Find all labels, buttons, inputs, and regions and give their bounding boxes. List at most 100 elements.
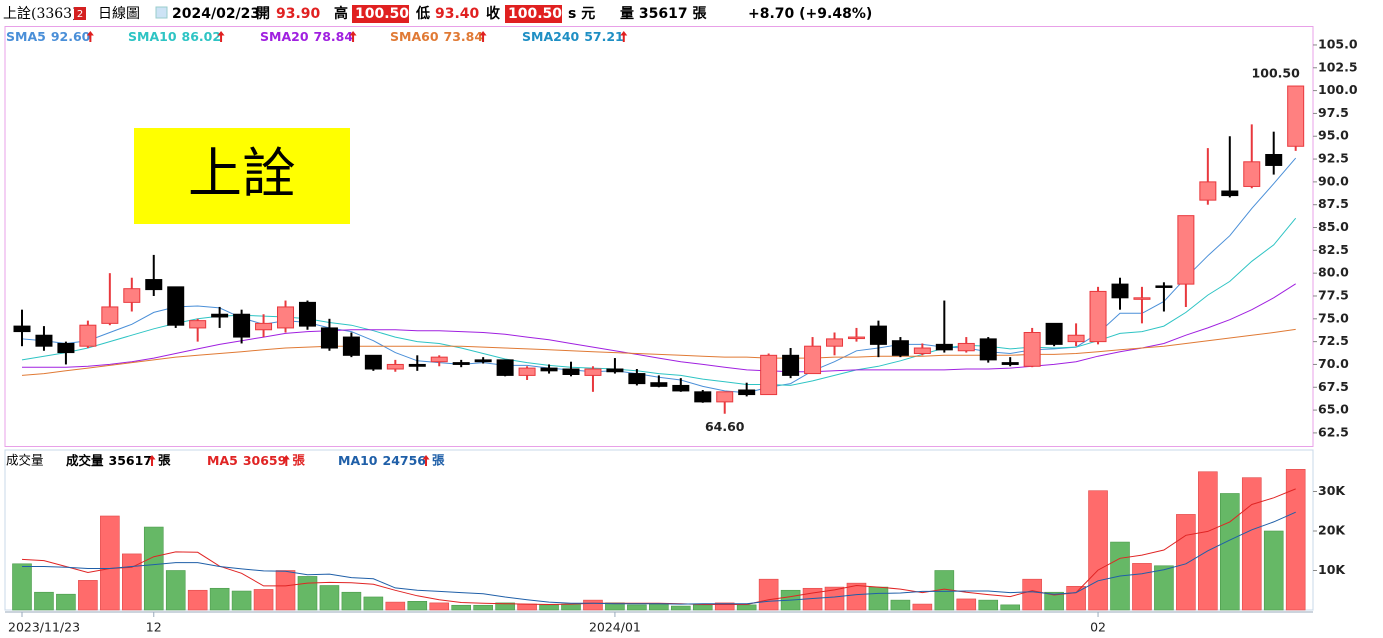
legend-text: 30659 xyxy=(243,453,287,468)
candle-body xyxy=(1067,334,1085,343)
candle-body xyxy=(804,345,822,375)
y-tick-label: 95.0 xyxy=(1318,128,1349,143)
x-tick-label: 2023/11/23 xyxy=(8,620,80,635)
chart-kind[interactable]: 日線圖 xyxy=(98,6,140,22)
y-tick-label: 75.0 xyxy=(1318,310,1349,325)
volume-bar xyxy=(78,580,98,611)
legend-unit: 張 xyxy=(432,453,445,468)
y-tick-label: 72.5 xyxy=(1318,333,1349,348)
legend-text: 35617 xyxy=(109,453,153,468)
volume-ma-line xyxy=(22,511,1296,605)
legend-text: SMA20 xyxy=(260,29,309,44)
y-tick-label: 20K xyxy=(1318,523,1346,538)
volume-bar xyxy=(429,602,450,611)
candle-body xyxy=(364,354,382,370)
checkbox[interactable] xyxy=(155,6,168,19)
volume-bar xyxy=(1044,591,1064,611)
volume-bar xyxy=(649,603,669,611)
candle-body xyxy=(189,320,207,329)
candle-body xyxy=(57,342,75,354)
volume-bar xyxy=(1220,493,1240,611)
candle-body xyxy=(957,342,975,352)
legend-unit: 張 xyxy=(292,453,305,468)
y-tick-label: 62.5 xyxy=(1318,424,1349,439)
change: +8.70 (+9.48%) xyxy=(748,6,872,22)
watermark-box xyxy=(134,128,350,224)
legend-entry: MA5 30659 xyxy=(207,453,286,468)
candle-body xyxy=(430,356,448,363)
legend-text: MA5 xyxy=(207,453,238,468)
volume-bar xyxy=(100,515,120,611)
candle-body xyxy=(123,288,141,303)
candle-body xyxy=(35,334,53,347)
y-tick-label: 85.0 xyxy=(1318,219,1349,234)
legend-text: 73.84 xyxy=(444,29,484,44)
volume-bar xyxy=(319,585,340,611)
volume-bar xyxy=(385,601,406,611)
candle-body xyxy=(1001,362,1019,365)
candle-body xyxy=(474,359,492,363)
volume-bar xyxy=(341,591,362,611)
volume-bar xyxy=(670,605,691,611)
y-tick-label: 65.0 xyxy=(1318,402,1349,417)
candle-body xyxy=(628,373,646,385)
candle-body xyxy=(913,347,931,354)
volume-bar xyxy=(12,563,32,611)
volume-bar xyxy=(165,570,186,611)
candle-body xyxy=(672,384,690,392)
x-tick-label: 2024/01 xyxy=(589,620,641,635)
ma-line xyxy=(22,283,1296,373)
y-tick-label: 80.0 xyxy=(1318,265,1349,280)
candle-body xyxy=(79,324,97,347)
up-arrow xyxy=(422,455,430,466)
y-tick-label: 82.5 xyxy=(1318,242,1349,257)
up-arrow xyxy=(349,31,357,42)
y-tick-label: 97.5 xyxy=(1318,105,1349,120)
candle-body xyxy=(13,325,31,333)
up-arrow xyxy=(282,455,290,466)
y-tick-label: 92.5 xyxy=(1318,151,1349,166)
volume-bar xyxy=(539,604,559,611)
candle-body xyxy=(342,336,360,356)
volume-bar xyxy=(473,604,493,611)
volume-bar xyxy=(1000,604,1021,611)
candle-body xyxy=(167,286,185,326)
volume-bar xyxy=(275,570,296,611)
legend-entry: SMA10 86.02 xyxy=(128,29,221,44)
legend-text: 86.02 xyxy=(182,29,222,44)
candle-body xyxy=(979,338,997,361)
volume-bar xyxy=(824,586,845,611)
y-tick-label: 67.5 xyxy=(1318,379,1349,394)
high-annotation: 100.50 xyxy=(1252,66,1301,81)
volume-bar xyxy=(209,587,230,611)
candle-body xyxy=(386,363,404,370)
volume-bar xyxy=(122,553,142,611)
y-tick-label: 10K xyxy=(1318,562,1346,577)
low-annotation: 64.60 xyxy=(705,419,745,434)
volume-bar xyxy=(561,603,581,611)
candle-body xyxy=(935,343,953,351)
candle-body xyxy=(782,354,800,376)
candle-body xyxy=(408,363,426,367)
x-tick-label: 12 xyxy=(146,620,162,635)
volume-bar xyxy=(1132,563,1152,611)
volume-bar xyxy=(1066,585,1086,611)
volume-bar xyxy=(956,598,977,611)
candle-body xyxy=(1199,181,1217,201)
candle-body xyxy=(233,313,251,338)
y-tick-label: 87.5 xyxy=(1318,196,1349,211)
up-arrow xyxy=(479,31,487,42)
close: 100.50 xyxy=(508,6,562,22)
volume-bar xyxy=(253,589,274,611)
badge: 2 xyxy=(77,9,83,20)
y-tick-label: 105.0 xyxy=(1318,36,1358,51)
y-tick-label: 77.5 xyxy=(1318,287,1349,302)
candle-body xyxy=(1155,285,1173,288)
candle-body xyxy=(606,368,624,373)
candle-body xyxy=(1133,297,1151,300)
legend-unit: 張 xyxy=(158,453,171,468)
candle-body xyxy=(869,325,887,345)
candle-body xyxy=(211,313,229,318)
